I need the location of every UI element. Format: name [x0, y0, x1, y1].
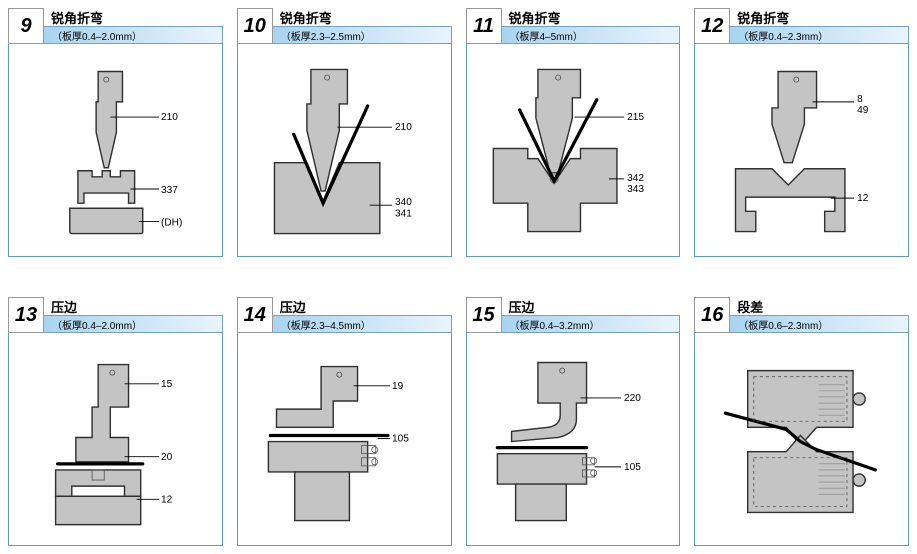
label: (DH) [161, 217, 182, 228]
label: 215 [627, 112, 644, 123]
card-subtitle: （板厚2.3–2.5mm） [272, 26, 452, 44]
label: 105 [392, 434, 409, 445]
card-11: 11 锐角折弯 （板厚4–5mm） 215 342 343 [466, 8, 681, 257]
label: 49 [857, 105, 869, 116]
card-body-13: 15 20 12 [8, 333, 223, 546]
label: 20 [161, 452, 173, 463]
card-title: 压边 [509, 297, 535, 316]
label: 340 [395, 197, 412, 208]
card-subtitle: （板厚4–5mm） [501, 26, 681, 44]
label: 19 [392, 381, 404, 392]
label: 337 [161, 185, 178, 196]
label: 12 [161, 494, 173, 505]
diagram-grid: 9 锐角折弯 （板厚0.4–2.0mm） 210 337 ( [8, 8, 909, 546]
card-body-11: 215 342 343 [466, 44, 681, 257]
card-13: 13 压边 （板厚0.4–2.0mm） [8, 297, 223, 546]
label: 12 [857, 193, 869, 204]
label: 15 [161, 379, 173, 390]
card-body-15: 220 105 [466, 333, 681, 546]
label: 342 [627, 173, 644, 184]
card-number: 9 [8, 8, 44, 44]
card-subtitle: （板厚0.4–2.0mm） [43, 26, 223, 44]
card-body-16 [694, 333, 909, 546]
card-14: 14 压边 （板厚2.3–4.5mm） [237, 297, 452, 546]
card-body-9: 210 337 (DH) [8, 44, 223, 257]
card-subtitle: （板厚0.6–2.3mm） [729, 315, 909, 333]
label: 341 [395, 208, 412, 219]
card-title: 锐角折弯 [509, 8, 561, 27]
card-number: 14 [237, 297, 273, 333]
card-title: 锐角折弯 [280, 8, 332, 27]
card-title: 锐角折弯 [51, 8, 103, 27]
card-9: 9 锐角折弯 （板厚0.4–2.0mm） 210 337 ( [8, 8, 223, 257]
card-number: 10 [237, 8, 273, 44]
card-title: 压边 [51, 297, 77, 316]
label: 105 [624, 462, 641, 473]
card-16: 16 段差 （板厚0.6–2.3mm） [694, 297, 909, 546]
label: 210 [161, 112, 178, 123]
card-title: 压边 [280, 297, 306, 316]
label: 343 [627, 184, 644, 195]
card-number: 13 [8, 297, 44, 333]
card-12: 12 锐角折弯 （板厚0.4–2.3mm） 8 49 12 [694, 8, 909, 257]
card-number: 15 [466, 297, 502, 333]
card-subtitle: （板厚0.4–2.3mm） [729, 26, 909, 44]
card-15: 15 压边 （板厚0.4–3.2mm） [466, 297, 681, 546]
card-number: 16 [694, 297, 730, 333]
card-10: 10 锐角折弯 （板厚2.3–2.5mm） 210 340 341 [237, 8, 452, 257]
card-title: 段差 [737, 297, 763, 316]
card-body-10: 210 340 341 [237, 44, 452, 257]
card-subtitle: （板厚0.4–2.0mm） [43, 315, 223, 333]
label: 220 [624, 393, 641, 404]
card-subtitle: （板厚0.4–3.2mm） [501, 315, 681, 333]
card-body-12: 8 49 12 [694, 44, 909, 257]
card-number: 12 [694, 8, 730, 44]
label: 8 [857, 94, 863, 105]
card-body-14: 19 105 [237, 333, 452, 546]
card-number: 11 [466, 8, 502, 44]
card-subtitle: （板厚2.3–4.5mm） [272, 315, 452, 333]
label: 210 [395, 122, 412, 133]
card-title: 锐角折弯 [737, 8, 789, 27]
